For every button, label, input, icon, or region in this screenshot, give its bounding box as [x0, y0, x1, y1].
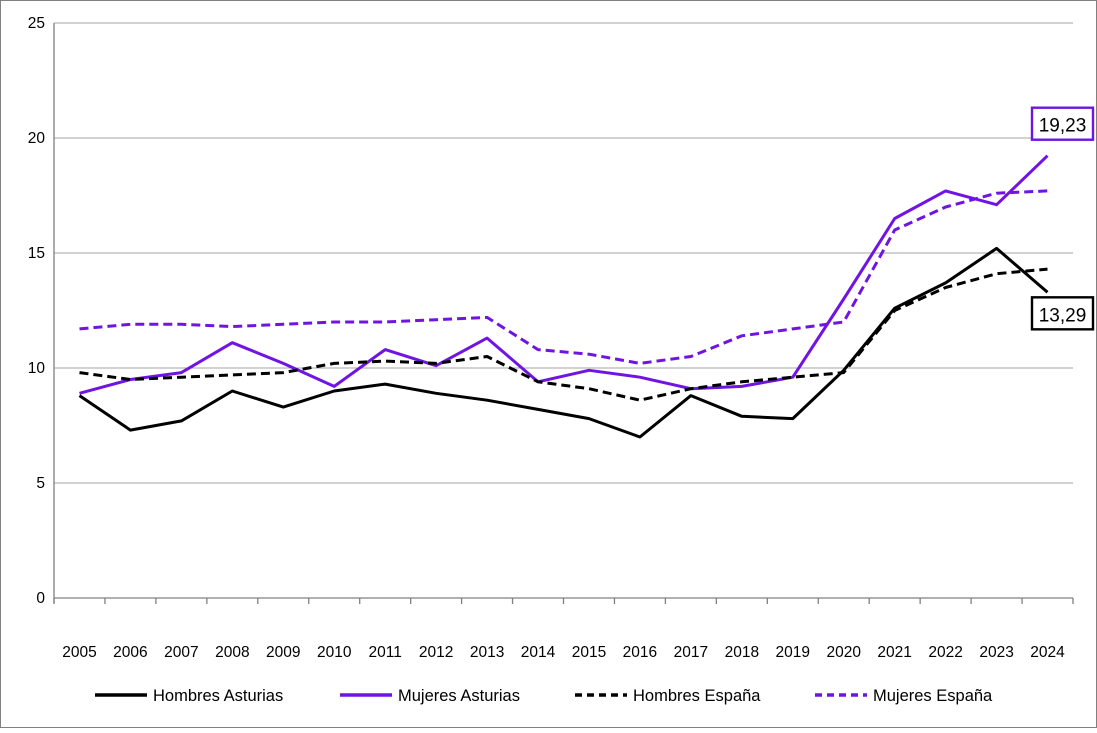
legend-label: Mujeres España — [873, 687, 993, 705]
series-line-hombres-espana — [79, 267, 1048, 402]
legend-label: Mujeres Asturias — [398, 687, 520, 705]
x-label-2023: 2023 — [979, 644, 1013, 661]
x-axis-labels: 2005 2006 2007 2008 2009 2010 2011 2012 2013 2014… — [62, 644, 1065, 661]
y-label-20: 20 — [28, 130, 46, 147]
x-label-2005: 2005 — [62, 644, 96, 661]
data-label-box — [1030, 296, 1095, 331]
x-label-2011: 2011 — [369, 644, 402, 661]
y-axis-labels: 0 5 10 15 20 25 — [28, 15, 46, 607]
data-label-text: 13,29 — [1039, 305, 1087, 326]
legend-item-mujeres-espana: Mujeres España — [815, 687, 993, 705]
legend: Hombres Asturias Mujeres Asturias Hombres … — [95, 687, 993, 705]
legend-label: Hombres España — [633, 687, 761, 705]
x-label-2008: 2008 — [215, 644, 249, 661]
data-label-hombres-asturias: 13,29 — [1030, 296, 1095, 331]
x-label-2013: 2013 — [470, 644, 504, 661]
x-label-2017: 2017 — [674, 644, 708, 661]
y-label-10: 10 — [28, 360, 46, 377]
legend-item-hombres-espana: Hombres España — [575, 687, 761, 705]
x-label-2010: 2010 — [317, 644, 352, 661]
x-label-2020: 2020 — [826, 644, 861, 661]
x-label-2019: 2019 — [776, 644, 810, 661]
x-label-2016: 2016 — [623, 644, 657, 661]
x-label-2014: 2014 — [521, 644, 556, 661]
legend-label: Hombres Asturias — [153, 687, 283, 705]
x-label-2007: 2007 — [164, 644, 198, 661]
y-label-15: 15 — [28, 245, 45, 262]
series-line-mujeres-asturias — [79, 154, 1049, 395]
x-label-2012: 2012 — [419, 644, 453, 661]
x-label-2022: 2022 — [928, 644, 962, 661]
y-label-0: 0 — [36, 590, 45, 607]
x-label-2021: 2021 — [877, 644, 911, 661]
x-label-2006: 2006 — [113, 644, 147, 661]
y-label-5: 5 — [36, 475, 45, 492]
x-label-2024: 2024 — [1030, 644, 1065, 661]
data-label-box — [1030, 106, 1095, 141]
y-label-25: 25 — [28, 15, 45, 32]
data-label-mujeres-asturias: 19,23 — [1030, 106, 1095, 141]
y-gridlines — [54, 22, 1073, 484]
legend-item-mujeres-asturias: Mujeres Asturias — [340, 687, 520, 705]
legend-item-hombres-asturias: Hombres Asturias — [95, 687, 283, 705]
x-axis-ticks — [53, 598, 1074, 604]
data-label-text: 19,23 — [1039, 116, 1087, 137]
x-label-2015: 2015 — [572, 644, 606, 661]
x-label-2009: 2009 — [266, 644, 300, 661]
series-line-mujeres-espana — [79, 189, 1048, 365]
x-label-2018: 2018 — [725, 644, 759, 661]
